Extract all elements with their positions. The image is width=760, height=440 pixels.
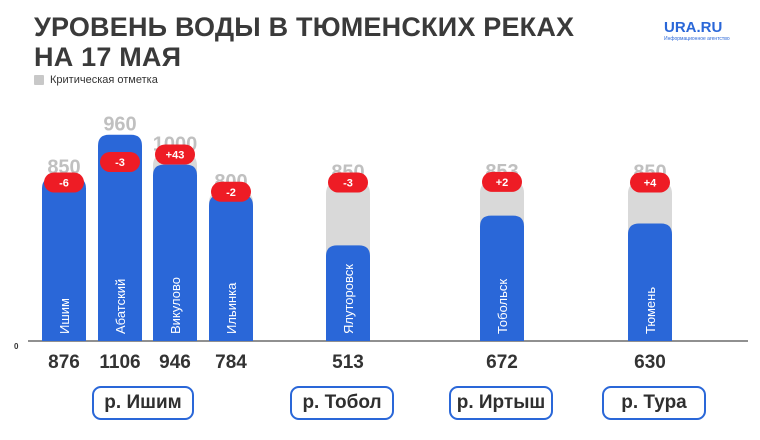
change-badge-3: [211, 181, 251, 202]
level-bar-0: [42, 177, 86, 341]
change-badge-6: [630, 172, 670, 193]
group-label-tura: р. Тура: [602, 386, 706, 420]
change-badge-label-3: -2: [226, 187, 236, 199]
group-label-irtysh: р. Иртыш: [449, 386, 553, 420]
level-value-label-0: 876: [48, 352, 80, 373]
station-label-6: Тюмень: [643, 287, 658, 334]
ura-logo: URA.RU Информационное агентство: [664, 20, 754, 43]
station-label-5: Тобольск: [495, 279, 510, 334]
level-bar-4: [326, 245, 370, 341]
level-value-label-2: 946: [159, 352, 191, 373]
change-badge-5: [482, 171, 522, 192]
station-label-3: Ильинка: [224, 282, 239, 334]
level-bar-2: [153, 164, 197, 341]
change-badge-0: [44, 172, 84, 193]
change-badge-1: [100, 151, 140, 172]
station-label-1: Абатский: [113, 279, 128, 334]
legend-label-critical: Критическая отметка: [50, 74, 158, 86]
level-bar-3: [209, 194, 253, 341]
chart-legend: Критическая отметка: [34, 74, 158, 86]
legend-swatch-critical: [34, 75, 44, 85]
group-label-tobol: р. Тобол: [290, 386, 394, 420]
station-label-0: Ишим: [57, 298, 72, 334]
change-badge-label-0: -6: [59, 177, 69, 189]
critical-value-label-1: 960: [103, 114, 136, 136]
change-badge-4: [328, 172, 368, 193]
change-badge-label-2: +43: [166, 150, 185, 162]
logo-subtitle: Информационное агентство: [664, 36, 730, 42]
change-badge-label-6: +4: [644, 177, 657, 189]
station-label-4: Ялуторовск: [341, 264, 356, 334]
change-badge-label-5: +2: [496, 177, 509, 189]
station-label-2: Викулово: [168, 277, 183, 334]
group-label-ishim: р. Ишим: [92, 386, 194, 420]
level-bar-6: [628, 223, 672, 341]
level-value-label-1: 1106: [99, 352, 140, 373]
chart-title-line-2: НА 17 МАЯ: [34, 42, 182, 72]
level-value-label-6: 630: [634, 352, 666, 373]
level-bar-1: [98, 134, 142, 341]
level-value-label-3: 784: [215, 352, 247, 373]
change-badge-label-1: -3: [115, 157, 125, 169]
chart-title: УРОВЕНЬ ВОДЫ В ТЮМЕНСКИХ РЕКАХ НА 17 МАЯ: [34, 12, 574, 72]
level-value-label-4: 513: [332, 352, 364, 373]
chart-title-line-1: УРОВЕНЬ ВОДЫ В ТЮМЕНСКИХ РЕКАХ: [34, 12, 575, 42]
level-value-label-5: 672: [486, 352, 518, 373]
level-bar-5: [480, 215, 524, 341]
change-badge-label-4: -3: [343, 177, 353, 189]
y-axis-zero-label: 0: [14, 342, 19, 351]
logo-name: URA.RU: [664, 19, 723, 36]
change-badge-2: [155, 144, 195, 165]
